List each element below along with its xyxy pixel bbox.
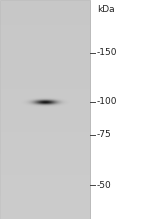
Text: kDa: kDa [97, 5, 114, 14]
Text: -150: -150 [97, 48, 117, 57]
Bar [0, 0, 90, 219]
Text: -75: -75 [97, 130, 111, 139]
Text: -50: -50 [97, 180, 111, 190]
Text: -100: -100 [97, 97, 117, 106]
